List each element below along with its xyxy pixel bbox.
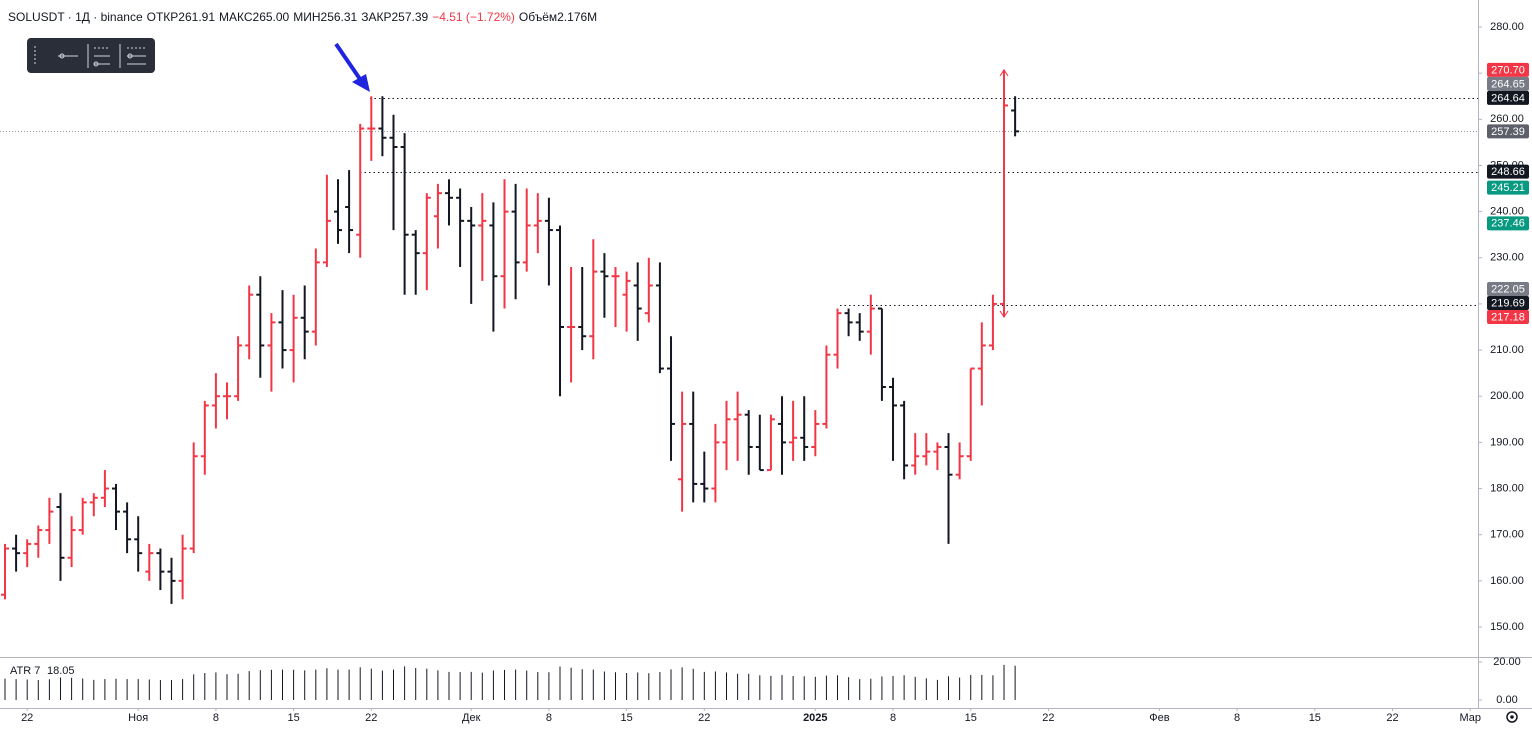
x-tick-label: Ноя [128, 712, 148, 724]
legend-label: Объём [518, 10, 558, 24]
y-tick-label: 240.00 [1490, 206, 1524, 218]
x-tick-label: 15 [620, 712, 632, 724]
y-tick-label: 230.00 [1490, 252, 1524, 264]
legend-label: МАКС [219, 10, 253, 24]
x-tick-label: 2025 [803, 712, 827, 724]
legend-label: МИН [293, 10, 321, 24]
price-tag-label: 219.69 [1491, 297, 1525, 309]
price-tag [1487, 62, 1529, 77]
x-tick-label: 22 [365, 712, 377, 724]
y-tick-label: 150.00 [1490, 621, 1524, 633]
price-tag [1487, 124, 1529, 139]
legend-value: 2.176M [557, 10, 598, 24]
price-tag-label: 270.70 [1491, 64, 1525, 76]
x-tick-label: 15 [287, 712, 299, 724]
atr-title: ATR 7 [10, 665, 40, 677]
y-tick-label: 210.00 [1490, 344, 1524, 356]
annotation-arrow [334, 42, 370, 92]
y-tick-label: 160.00 [1490, 575, 1524, 587]
price-tag [1487, 309, 1529, 324]
x-tick-label: Дек [462, 712, 481, 724]
price-tag [1487, 164, 1529, 179]
legend-label: ОТКР [146, 10, 179, 24]
y-tick-label: 180.00 [1490, 482, 1524, 494]
y-tick-label: 200.00 [1490, 390, 1524, 402]
price-tag [1487, 90, 1529, 105]
legend: SOLUSDT · 1Д · binance ОТКР261.91 МАКС265.… [8, 10, 601, 24]
y-tick-label: 190.00 [1490, 436, 1524, 448]
price-tag-label: 222.05 [1491, 283, 1525, 295]
legend-value: 256.31 [320, 10, 358, 24]
atr-value: 18.05 [47, 665, 75, 677]
y-tick-label: 260.00 [1490, 113, 1524, 125]
legend-value: −4.51 (−1.72%) [432, 10, 515, 24]
x-tick-label: Фев [1149, 712, 1169, 724]
x-tick-label: 22 [1386, 712, 1398, 724]
price-tag [1487, 180, 1529, 195]
range-arrow [999, 69, 1009, 77]
symbol: SOLUSDT · 1Д · binance [8, 10, 143, 24]
price-tag-label: 237.46 [1491, 218, 1525, 230]
price-tag [1487, 216, 1529, 231]
price-tag [1487, 281, 1529, 296]
price-tag-label: 264.65 [1491, 78, 1525, 90]
x-tick-label: 15 [965, 712, 977, 724]
x-tick-label: 15 [1309, 712, 1321, 724]
y-tick-label: 280.00 [1490, 21, 1524, 33]
price-tag-label: 245.21 [1491, 182, 1525, 194]
legend-value: 257.39 [391, 10, 429, 24]
atr-y-tick-label: 20.00 [1493, 656, 1521, 668]
x-tick-label: 8 [546, 712, 552, 724]
price-tag-label: 264.64 [1491, 92, 1525, 104]
x-tick-label: 8 [1234, 712, 1240, 724]
legend-label: ЗАКР [361, 10, 392, 24]
x-tick-label: 22 [698, 712, 710, 724]
settings-icon[interactable] [1506, 711, 1518, 723]
price-tag [1487, 295, 1529, 310]
toolbar[interactable] [27, 38, 155, 73]
price-tag-label: 217.18 [1491, 311, 1525, 323]
x-tick-label: Мар [1459, 712, 1481, 724]
x-tick-label: 22 [21, 712, 33, 724]
y-tick-label: 170.00 [1490, 529, 1524, 541]
legend-value: 261.91 [178, 10, 215, 24]
price-tag [1487, 76, 1529, 91]
x-tick-label: 8 [890, 712, 896, 724]
x-tick-label: 22 [1042, 712, 1054, 724]
range-arrow [999, 310, 1009, 318]
legend-value: 265.00 [252, 10, 290, 24]
price-tag-label: 248.66 [1491, 166, 1525, 178]
toolbar-bg [27, 38, 155, 73]
price-tag-label: 257.39 [1491, 126, 1525, 138]
x-tick-label: 8 [213, 712, 219, 724]
atr-y-tick-label: 0.00 [1496, 694, 1517, 706]
